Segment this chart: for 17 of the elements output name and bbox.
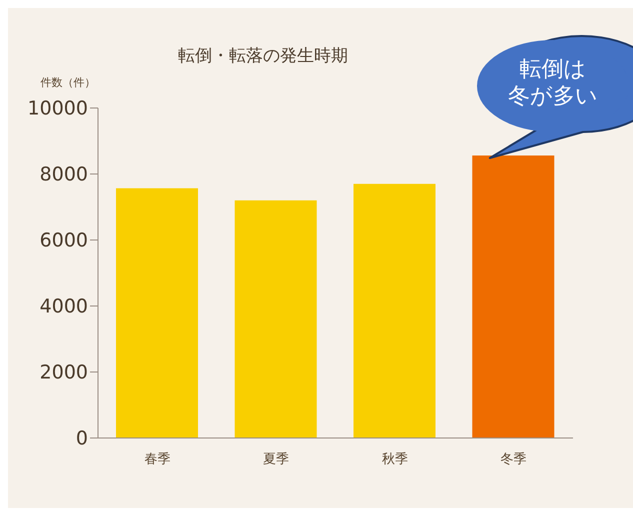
x-tick-label: 冬季: [500, 452, 527, 468]
annotation: 冬が多い: [508, 84, 598, 109]
y-tick-label: 10000: [28, 98, 88, 120]
text: 転倒は: [520, 57, 586, 82]
x-tick-label: 秋季: [382, 452, 408, 468]
chart-title: 転倒・転落の発生時期: [177, 45, 349, 67]
y-tick-label: 2000: [40, 362, 88, 384]
bar: [234, 200, 317, 438]
y-axis-title: 件数（件）: [40, 76, 96, 89]
y-tick-label: 0: [76, 428, 88, 450]
x-tick-label: 夏季: [263, 452, 290, 468]
y-tick-label: 8000: [40, 164, 88, 186]
y-tick-label: 6000: [40, 230, 88, 252]
bar: [116, 188, 198, 438]
y-tick-label: 4000: [40, 296, 88, 318]
bar: [354, 184, 436, 438]
x-tick-label: 春季: [144, 452, 170, 468]
